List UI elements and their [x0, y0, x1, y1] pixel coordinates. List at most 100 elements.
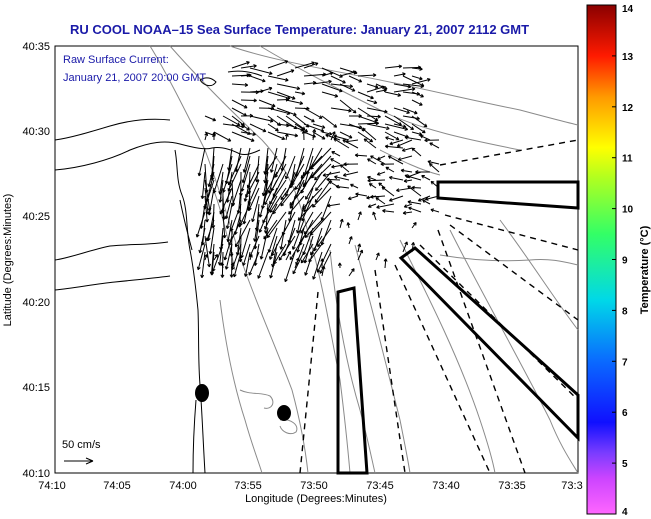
current-vector	[240, 163, 251, 192]
current-vector	[204, 254, 208, 261]
y-tick-label: 40:30	[22, 126, 50, 138]
scale-label: 50 cm/s	[62, 439, 101, 451]
x-tick-label: 73:40	[432, 480, 460, 492]
current-vector	[240, 123, 250, 131]
current-vector	[401, 147, 413, 152]
current-vector	[370, 194, 386, 199]
current-vector	[231, 82, 249, 87]
current-vector	[246, 163, 260, 189]
current-vector	[232, 251, 242, 278]
current-vector	[372, 211, 377, 221]
current-vector	[312, 251, 323, 280]
current-vector	[321, 115, 338, 128]
current-vector	[339, 218, 344, 229]
current-vector	[259, 227, 269, 260]
current-vector	[291, 219, 305, 250]
current-vector	[333, 134, 350, 141]
current-vector	[366, 114, 381, 119]
x-tick-label: 74:05	[103, 480, 131, 492]
current-vector	[407, 185, 422, 197]
legend-line-2: January 21, 2007 20:00 GMT	[63, 72, 206, 84]
current-vector	[249, 235, 260, 258]
current-vector	[367, 158, 377, 165]
current-vector	[255, 155, 260, 183]
current-vector	[343, 162, 359, 167]
current-vector	[430, 208, 440, 213]
current-vector	[393, 123, 407, 129]
current-vector	[219, 187, 233, 215]
current-vector	[285, 99, 304, 105]
current-vector	[408, 206, 422, 213]
y-axis-label: Latitude (Degrees:Minutes)	[2, 194, 14, 327]
current-vector	[222, 211, 227, 239]
current-vector	[264, 155, 278, 175]
current-vector	[320, 195, 332, 221]
current-vector	[393, 83, 412, 89]
current-vector	[284, 251, 296, 283]
colorbar-tick-label: 9	[622, 256, 628, 267]
current-vector	[231, 99, 248, 109]
current-vector	[367, 203, 377, 208]
current-vector	[231, 131, 255, 142]
current-vector	[347, 195, 359, 201]
current-vector	[264, 203, 278, 230]
current-vector	[226, 219, 233, 243]
current-vector	[397, 155, 413, 162]
current-vector	[310, 155, 332, 179]
current-vector	[297, 203, 314, 221]
current-vector	[251, 195, 260, 223]
current-vector	[240, 98, 257, 103]
current-vector	[429, 142, 440, 149]
current-vector	[308, 243, 323, 263]
current-vector	[387, 155, 404, 165]
current-vector	[339, 83, 356, 92]
current-vector	[417, 195, 431, 202]
colorbar-tick-label: 5	[622, 459, 628, 470]
current-vector	[227, 163, 242, 192]
dashed-boundaries	[299, 139, 579, 474]
current-vector	[310, 235, 323, 256]
y-tick-label: 40:35	[22, 41, 50, 53]
current-vector	[213, 254, 219, 261]
current-vector	[319, 251, 332, 274]
current-vector	[402, 83, 424, 89]
current-vector	[411, 77, 431, 85]
current-vector	[400, 168, 413, 173]
current-vector	[223, 235, 233, 261]
current-vector	[288, 195, 305, 215]
lane-south	[336, 286, 369, 475]
current-vector	[302, 163, 323, 188]
current-vector	[396, 187, 413, 193]
current-vector	[273, 243, 287, 265]
current-vector	[224, 195, 233, 220]
current-vector	[317, 227, 332, 248]
current-vector	[381, 186, 395, 197]
current-vector	[389, 139, 404, 146]
chart-title: RU COOL NOAA–15 Sea Surface Temperature:…	[70, 22, 529, 37]
current-vector	[322, 171, 341, 177]
current-vector	[222, 115, 241, 126]
current-vectors	[195, 60, 440, 283]
current-vector	[357, 243, 362, 253]
current-vector	[357, 121, 380, 126]
y-tick-label: 40:20	[22, 297, 50, 309]
current-vector	[355, 192, 368, 197]
current-vector	[300, 243, 314, 264]
current-vector	[276, 91, 296, 100]
current-vector	[240, 131, 256, 137]
current-vector	[312, 123, 326, 129]
current-vector	[211, 243, 224, 272]
current-vector	[294, 61, 315, 69]
current-vector	[411, 66, 423, 71]
current-vector	[249, 115, 274, 123]
coastline	[54, 70, 263, 474]
current-vector	[366, 99, 378, 105]
current-vector	[205, 219, 215, 242]
current-vector	[339, 131, 353, 139]
current-vector	[303, 235, 314, 264]
current-vector	[411, 147, 422, 157]
current-vector	[231, 243, 242, 271]
lane-north	[436, 180, 580, 210]
current-vector	[234, 219, 251, 248]
